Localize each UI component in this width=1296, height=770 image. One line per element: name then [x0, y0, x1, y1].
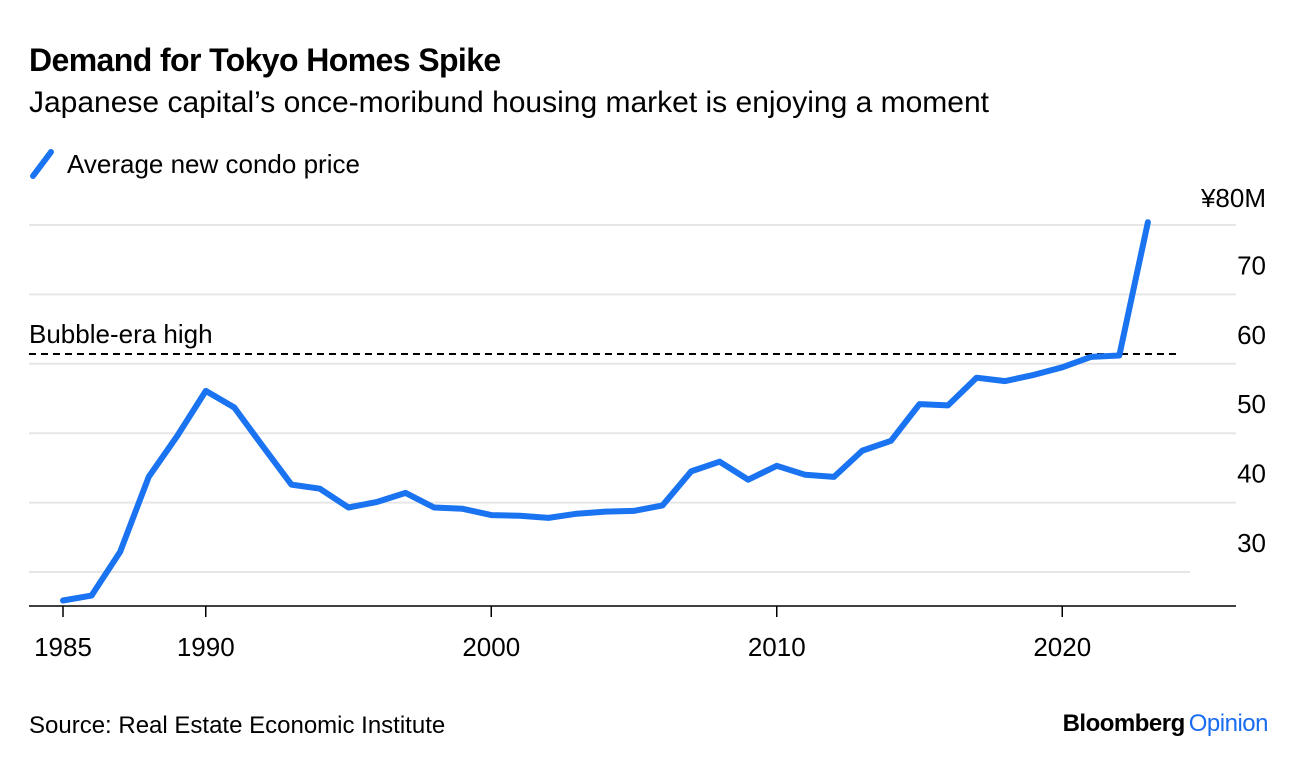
chart-title: Demand for Tokyo Homes Spike: [29, 42, 501, 78]
y-tick-label: 60: [1237, 320, 1266, 350]
grid-lines: [29, 224, 1236, 573]
y-tick-label: 70: [1237, 250, 1266, 280]
y-tick-label: 30: [1237, 528, 1266, 558]
source-note: Source: Real Estate Economic Institute: [29, 712, 446, 739]
x-tick-label: 2020: [1033, 632, 1091, 662]
legend: Average new condo price: [29, 147, 360, 181]
y-tick-label: ¥80M: [1200, 183, 1266, 213]
brand-logo: Bloomberg Opinion: [1062, 710, 1269, 738]
brand-product: Opinion: [1188, 710, 1269, 737]
legend-label: Average new condo price: [67, 148, 360, 179]
x-tick-label: 1990: [177, 632, 235, 662]
legend-swatch: [30, 149, 54, 179]
x-tick-label: 2000: [462, 632, 520, 662]
chart-subtitle: Japanese capital’s once-moribund housing…: [29, 86, 989, 119]
reference-line-label: Bubble-era high: [29, 319, 213, 349]
brand-name: Bloomberg: [1062, 710, 1186, 737]
series-line: [60, 219, 1151, 604]
y-axis: ¥80M 70 60 50 40 30: [1200, 183, 1266, 558]
y-tick-label: 50: [1237, 389, 1266, 419]
x-tick-label: 1985: [34, 632, 92, 662]
series-group: [60, 219, 1151, 604]
reference-line-group: Bubble-era high: [29, 319, 1176, 355]
x-axis: 1985 1990 2000 2010 2020: [29, 605, 1236, 662]
x-tick-label: 2010: [748, 632, 806, 662]
y-tick-label: 40: [1237, 459, 1266, 489]
